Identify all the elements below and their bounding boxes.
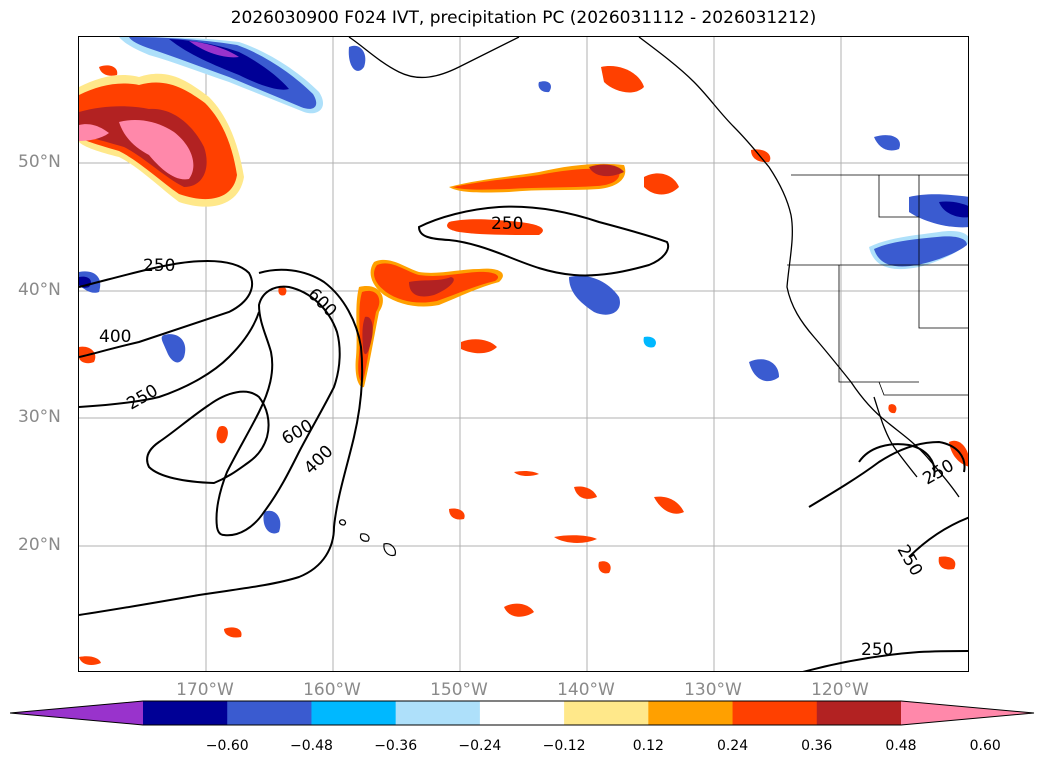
lon-label-140w: 140°W <box>557 680 615 700</box>
colorbar-segment <box>479 701 565 725</box>
colorbar-segment <box>648 701 734 725</box>
colorbar-tick-label: 0.24 <box>716 738 749 754</box>
hawaii-islands <box>338 519 396 557</box>
colorbar-segment <box>227 701 312 725</box>
colorbar-tick-label: −0.12 <box>542 738 586 754</box>
colorbar-segment <box>143 701 228 725</box>
contour-label: 250 <box>143 256 175 276</box>
map-title: 2026030900 F024 IVT, precipitation PC (2… <box>230 8 817 28</box>
contour-label: 250 <box>491 214 523 234</box>
contour-label: 250 <box>124 381 162 415</box>
map-canvas: 250 400 250 600 600 400 250 250 250 250 <box>79 37 968 671</box>
colorbar-tick-label: −0.60 <box>205 738 249 754</box>
contour-label: 400 <box>300 441 337 478</box>
lat-label-30n: 30°N <box>18 407 61 427</box>
colorbar-segment <box>732 701 818 725</box>
colorbar-extend-low <box>10 701 143 725</box>
ivt-contours <box>79 205 968 671</box>
contour-label: 600 <box>303 284 340 321</box>
lat-label-50n: 50°N <box>18 152 61 172</box>
lat-label-40n: 40°N <box>18 280 61 300</box>
colorbar-segment <box>395 701 481 725</box>
colorbar-tick-label: 0.48 <box>885 738 917 754</box>
graticule <box>79 37 968 671</box>
colorbar-segment <box>311 701 397 725</box>
colorbar-tick-label: −0.48 <box>289 738 333 754</box>
colorbar-tick-label: −0.24 <box>458 738 502 754</box>
colorbar-tick-label: 0.60 <box>969 738 1001 754</box>
coastline <box>348 37 960 498</box>
lon-label-170w: 170°W <box>176 680 234 700</box>
colorbar-extend-high <box>901 701 1034 725</box>
colorbar-tick-label: 0.12 <box>632 738 664 754</box>
lon-label-150w: 150°W <box>430 680 488 700</box>
colorbar-segment <box>564 701 649 725</box>
contour-label: 250 <box>893 542 927 580</box>
contour-label: 250 <box>920 456 958 490</box>
colorbar-segment <box>816 701 902 725</box>
colorbar-tick-label: −0.36 <box>374 738 418 754</box>
contour-label: 600 <box>279 416 317 450</box>
lon-label-120w: 120°W <box>811 680 869 700</box>
map-panel[interactable]: 250 400 250 600 600 400 250 250 250 250 <box>78 36 969 672</box>
contour-label: 250 <box>861 640 893 660</box>
precip-positive-anomaly <box>79 65 968 665</box>
lon-label-130w: 130°W <box>684 680 742 700</box>
contour-label: 400 <box>99 327 131 347</box>
colorbar-tick-label: 0.36 <box>801 738 833 754</box>
colorbar <box>10 700 1035 726</box>
state-borders <box>787 174 968 396</box>
lat-label-20n: 20°N <box>18 535 61 555</box>
lon-label-160w: 160°W <box>303 680 361 700</box>
precip-negative-anomaly <box>79 37 968 534</box>
